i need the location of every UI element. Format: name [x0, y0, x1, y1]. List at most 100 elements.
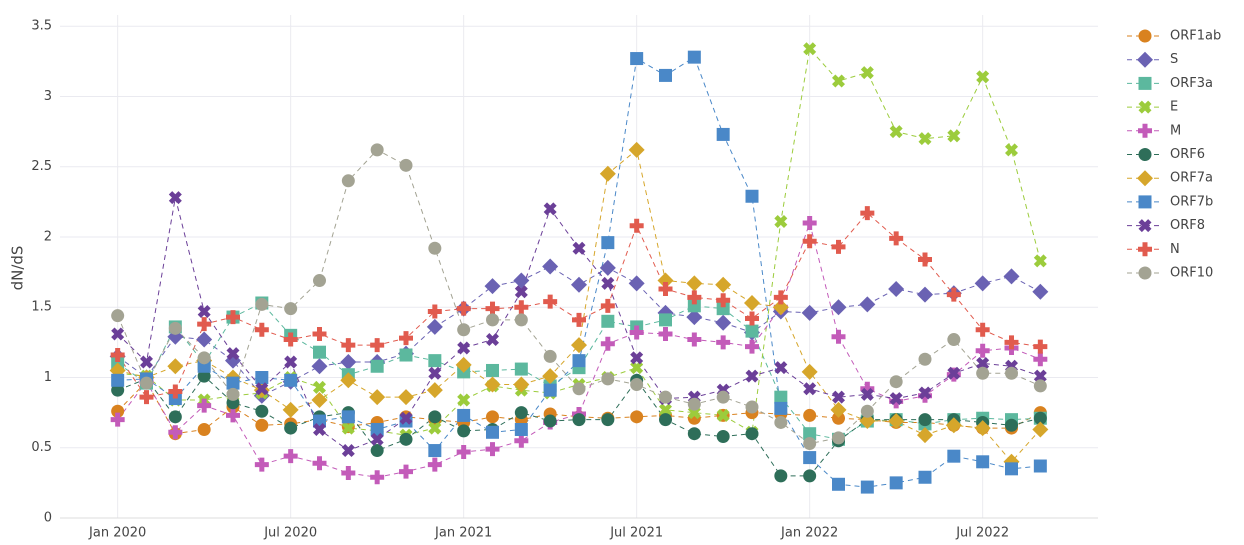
marker: [976, 70, 990, 84]
series-line: [117, 265, 1041, 397]
marker: [111, 373, 125, 387]
marker: [283, 449, 298, 464]
marker: [427, 457, 442, 472]
marker: [457, 393, 471, 407]
marker: [140, 376, 153, 390]
marker: [428, 354, 442, 368]
marker: [976, 366, 990, 380]
marker: [745, 400, 759, 414]
marker: [399, 464, 413, 479]
marker: [168, 321, 182, 335]
marker: [313, 380, 326, 394]
marker: [831, 329, 846, 344]
legend-marker: [1138, 29, 1152, 43]
marker: [572, 312, 586, 327]
y-tick-label: 3.5: [31, 19, 52, 34]
marker: [744, 295, 760, 312]
marker: [457, 341, 471, 355]
marker: [628, 275, 645, 292]
marker: [513, 272, 530, 289]
marker: [254, 322, 269, 337]
marker: [947, 333, 961, 347]
marker: [513, 376, 530, 393]
marker: [947, 366, 961, 380]
marker: [657, 272, 674, 289]
marker: [658, 326, 673, 341]
marker: [888, 413, 905, 430]
legend-label: ORF7a: [1170, 171, 1213, 186]
marker: [601, 314, 615, 328]
marker: [370, 359, 384, 373]
marker: [659, 403, 672, 417]
y-axis-title: dN/dS: [9, 246, 27, 291]
marker: [369, 389, 386, 406]
marker: [889, 125, 903, 139]
marker: [284, 302, 298, 316]
marker: [168, 410, 182, 424]
legend-label: N: [1170, 242, 1180, 257]
marker: [801, 304, 818, 321]
marker: [255, 297, 269, 311]
marker: [975, 343, 990, 358]
marker: [803, 42, 817, 56]
marker: [313, 422, 326, 436]
marker: [111, 383, 125, 397]
marker: [803, 437, 817, 451]
marker: [630, 361, 644, 375]
marker: [399, 432, 413, 446]
marker: [399, 158, 413, 172]
marker: [716, 430, 730, 444]
marker: [830, 401, 847, 418]
marker: [686, 275, 703, 292]
marker: [716, 127, 730, 141]
marker: [716, 390, 730, 404]
marker: [110, 348, 125, 363]
marker: [918, 386, 932, 400]
marker: [1033, 411, 1047, 425]
marker: [918, 252, 932, 267]
legend-marker: [1137, 170, 1153, 187]
marker: [283, 332, 298, 347]
marker: [1033, 254, 1047, 268]
marker: [456, 301, 471, 316]
marker: [399, 411, 413, 425]
marker: [629, 325, 644, 340]
marker: [1005, 462, 1018, 476]
marker: [628, 141, 645, 158]
marker: [168, 384, 183, 399]
marker: [659, 68, 672, 82]
marker: [255, 418, 269, 432]
marker: [860, 206, 875, 221]
marker: [832, 390, 845, 404]
marker: [918, 413, 932, 427]
marker: [140, 355, 153, 369]
series-line: [117, 149, 1041, 445]
marker: [226, 387, 240, 401]
marker: [976, 455, 990, 469]
marker: [543, 294, 558, 309]
marker: [716, 408, 730, 422]
x-tick-label: Jan 2021: [434, 526, 492, 541]
y-tick-label: 0: [44, 511, 52, 526]
marker: [313, 274, 326, 288]
marker: [803, 451, 817, 465]
marker: [255, 404, 269, 418]
marker: [572, 413, 586, 427]
marker: [803, 382, 817, 396]
marker: [659, 313, 672, 327]
marker: [370, 470, 385, 485]
x-tick-label: Jan 2020: [88, 526, 146, 541]
marker: [889, 375, 903, 389]
marker: [917, 427, 933, 444]
marker: [341, 444, 355, 458]
marker: [311, 358, 328, 375]
marker: [571, 337, 587, 354]
marker: [399, 331, 413, 346]
marker: [889, 392, 903, 406]
marker: [111, 327, 125, 341]
y-tick-label: 1: [44, 370, 52, 385]
marker: [599, 165, 616, 182]
marker: [284, 355, 298, 369]
marker: [370, 338, 385, 353]
marker: [918, 352, 932, 366]
